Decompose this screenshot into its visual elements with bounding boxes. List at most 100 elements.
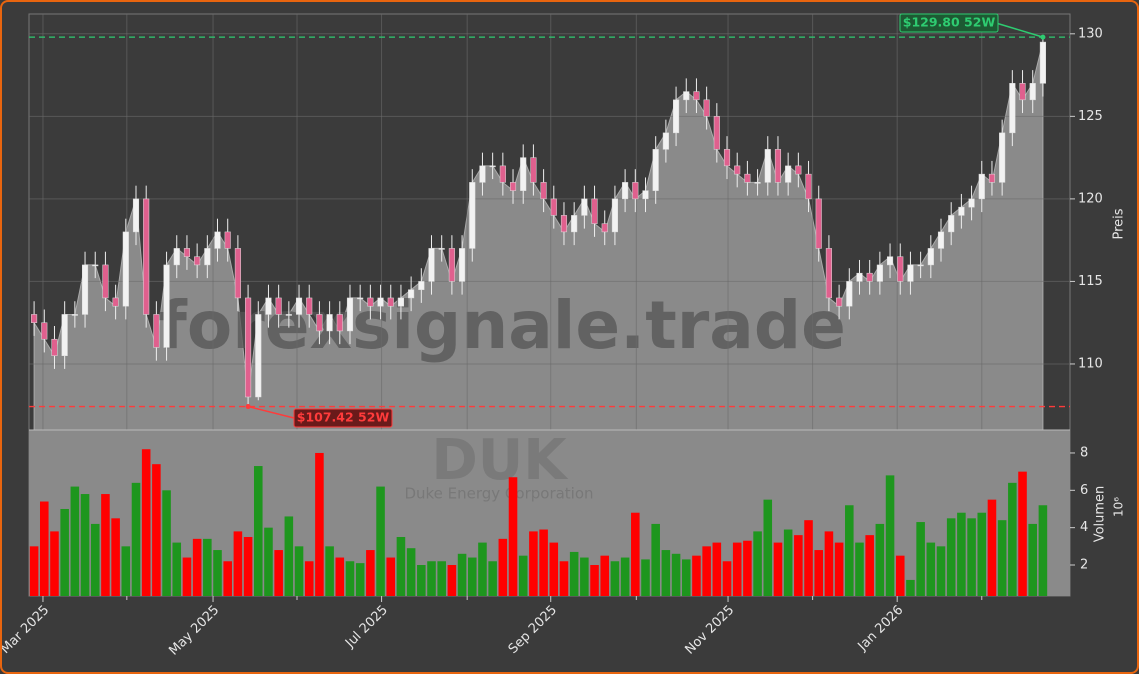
candle-body (948, 215, 955, 233)
candle-body (1029, 83, 1036, 101)
volume-bar (498, 538, 508, 596)
candle-body (591, 198, 598, 224)
candle-body (673, 99, 680, 134)
y-tick-label: 110 (1078, 356, 1103, 371)
candle-body (377, 297, 384, 307)
candle-body (693, 91, 700, 101)
candle-body (173, 248, 180, 266)
candle-body (917, 264, 924, 267)
volume-bar (865, 535, 874, 596)
candle-body (92, 264, 99, 267)
y2-tick-label: 6 (1080, 483, 1088, 498)
x-tick-label: Jul 2025 (342, 603, 391, 652)
candle-body (316, 314, 323, 332)
candle-body (907, 264, 914, 282)
volume-bar (804, 520, 813, 596)
extreme-arrow (247, 405, 295, 419)
extreme-arrow (995, 22, 1044, 38)
candle-body (143, 198, 150, 315)
volume-bar (518, 555, 528, 596)
candle-body (601, 223, 608, 233)
volume-bar (457, 553, 467, 596)
x-tick-label: Jan 2026 (855, 603, 907, 655)
volume-bar (763, 499, 773, 596)
y-tick-label: 130 (1078, 26, 1103, 41)
candle-body (815, 198, 822, 249)
volume-bar (396, 536, 406, 596)
volume-bar (111, 518, 120, 596)
volume-bar (610, 561, 620, 596)
candle-body (81, 264, 89, 315)
volume-bar (366, 550, 375, 596)
volume-bar (753, 531, 762, 596)
candle-body (489, 165, 496, 168)
candle-body (825, 248, 832, 299)
candle-body (744, 173, 751, 183)
candle-body (734, 165, 741, 175)
candle-body (642, 190, 649, 200)
volume-bar (906, 579, 915, 596)
volume-bar (845, 505, 854, 596)
volume-bar (478, 542, 487, 596)
volume-bar (1008, 482, 1017, 596)
volume-bar (508, 477, 518, 596)
volume-bar (773, 542, 783, 596)
candle-body (255, 314, 262, 398)
volume-bar (447, 565, 457, 596)
volume-bar (590, 565, 599, 596)
candle-body (764, 149, 771, 183)
candle-body (703, 99, 710, 117)
volume-bar (203, 538, 212, 596)
volume-bar (131, 482, 141, 596)
candle-body (723, 149, 731, 167)
volume-bar (325, 546, 334, 596)
y2-tick-label: 2 (1080, 558, 1088, 573)
candle-body (234, 248, 241, 299)
candle-body (560, 215, 568, 233)
volume-bar (681, 559, 691, 596)
candle-body (438, 248, 445, 250)
candle-body (357, 297, 364, 300)
volume-bar (997, 520, 1007, 596)
volume-bar (437, 561, 446, 596)
volume-bar (559, 561, 569, 596)
candle-body (683, 91, 690, 101)
candle-body (530, 157, 537, 183)
candle-body (265, 297, 272, 315)
candle-body (713, 116, 720, 150)
volume-bar (692, 555, 701, 596)
volume-bar (936, 546, 946, 596)
candle-body (112, 297, 119, 307)
volume-bar (294, 546, 304, 596)
candle-body (499, 165, 506, 183)
candle-body (336, 314, 343, 332)
candle-body (652, 149, 659, 191)
candle-body (795, 165, 802, 175)
candle-body (245, 297, 252, 398)
volume-bar (967, 518, 976, 596)
candle-body (295, 297, 303, 315)
candle-body (214, 231, 221, 249)
volume-bar (977, 512, 987, 596)
volume-bar (620, 557, 630, 596)
candle-body (836, 297, 843, 307)
candle-body (937, 231, 945, 249)
volume-bar (386, 557, 396, 596)
volume-bar (946, 518, 956, 596)
extreme-label-box (293, 408, 393, 428)
volume-bar (274, 550, 283, 596)
volume-bar (417, 565, 426, 596)
volume-bar (834, 542, 844, 596)
candle-body (611, 198, 618, 233)
volume-bar (40, 501, 49, 596)
volume-bar (162, 490, 171, 596)
extreme-arrowhead (245, 404, 251, 410)
candle-body (397, 297, 404, 307)
volume-bar (141, 449, 151, 596)
volume-bar (488, 561, 497, 596)
candle-body (550, 198, 557, 216)
candle-body (306, 297, 313, 315)
volume-bar (885, 475, 895, 596)
